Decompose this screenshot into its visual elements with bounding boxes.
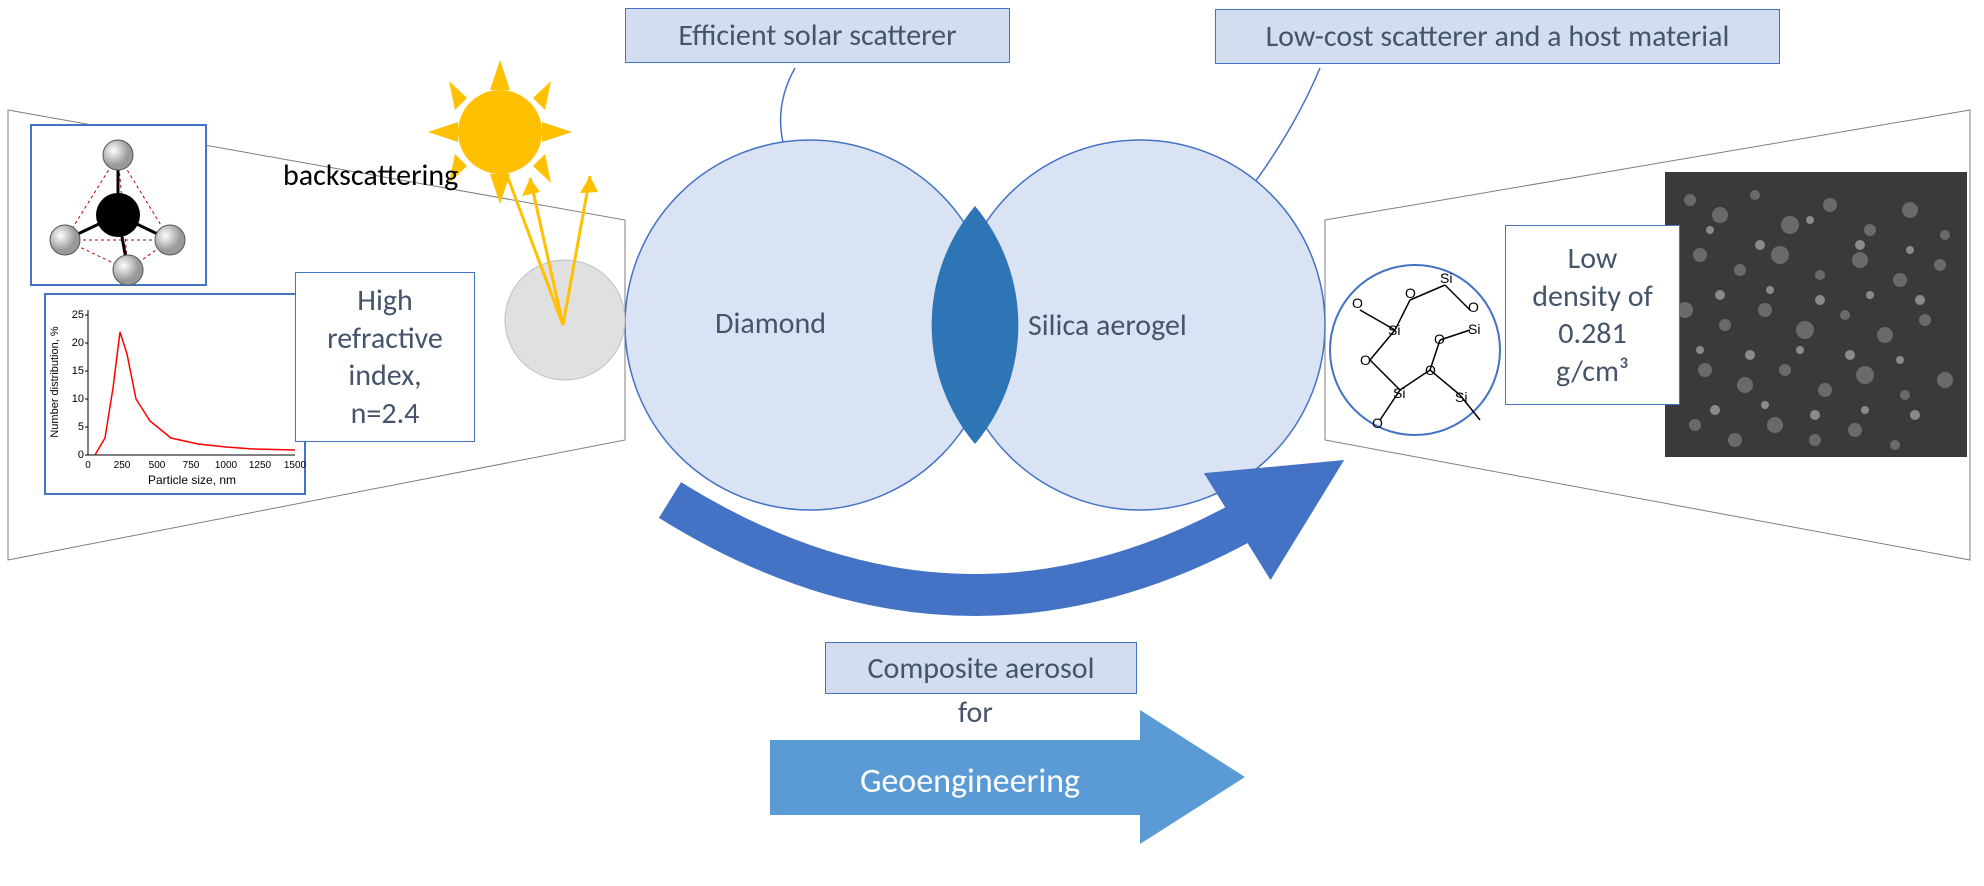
density-line3: 0.281 — [1510, 315, 1675, 353]
composite-aerosol-box: Composite aerosol — [825, 642, 1137, 694]
density-box: Low density of 0.281 g/cm³ — [1505, 225, 1680, 405]
svg-text:1500: 1500 — [284, 460, 307, 471]
backscatter-label: backscattering — [283, 157, 458, 194]
density-line4: g/cm³ — [1510, 353, 1675, 391]
svg-text:O: O — [1425, 362, 1436, 378]
diagram-svg: Geoengineering — [0, 0, 1984, 886]
svg-text:500: 500 — [149, 460, 166, 471]
aerogel-texture — [1665, 172, 1967, 457]
curved-arrow — [670, 500, 1280, 595]
svg-text:1250: 1250 — [249, 460, 272, 471]
svg-text:Number distribution, %: Number distribution, % — [49, 326, 61, 437]
svg-text:250: 250 — [114, 460, 131, 471]
svg-text:O: O — [1372, 415, 1383, 431]
venn-left-label: Diamond — [715, 305, 826, 342]
svg-text:Si: Si — [1468, 321, 1480, 337]
svg-text:15: 15 — [72, 365, 84, 377]
svg-text:0: 0 — [78, 449, 84, 461]
svg-text:0: 0 — [85, 460, 91, 471]
top-label-right: Low-cost scatterer and a host material — [1215, 9, 1780, 64]
top-label-left: Efficient solar scatterer — [625, 8, 1010, 63]
svg-text:Si: Si — [1455, 389, 1467, 405]
venn-right-label: Silica aerogel — [1028, 307, 1187, 344]
for-text: for — [958, 694, 993, 731]
svg-text:Si: Si — [1388, 322, 1400, 338]
svg-text:O: O — [1352, 295, 1363, 311]
top-label-right-text: Low-cost scatterer and a host material — [1266, 18, 1730, 55]
svg-text:O: O — [1468, 299, 1479, 315]
svg-text:Si: Si — [1440, 270, 1452, 286]
density-line2: density of — [1510, 278, 1675, 316]
ri-line1: High — [300, 282, 470, 320]
ri-line4: n=2.4 — [300, 395, 470, 433]
composite-aerosol-text: Composite aerosol — [868, 650, 1095, 687]
svg-text:O: O — [1405, 285, 1416, 301]
svg-text:O: O — [1360, 352, 1371, 368]
ri-line2: refractive — [300, 320, 470, 358]
top-label-left-text: Efficient solar scatterer — [678, 17, 956, 54]
svg-text:Particle size, nm: Particle size, nm — [148, 473, 236, 487]
svg-text:20: 20 — [72, 337, 84, 349]
svg-text:5: 5 — [78, 421, 84, 433]
svg-text:1000: 1000 — [215, 460, 238, 471]
svg-text:10: 10 — [72, 393, 84, 405]
refractive-index-box: High refractive index, n=2.4 — [295, 272, 475, 442]
svg-text:25: 25 — [72, 309, 84, 321]
geoengineering-label: Geoengineering — [860, 761, 1080, 802]
svg-text:750: 750 — [183, 460, 200, 471]
bottom-arrow: Geoengineering — [770, 710, 1245, 844]
ri-line3: index, — [300, 357, 470, 395]
svg-text:Si: Si — [1393, 385, 1405, 401]
density-line1: Low — [1510, 240, 1675, 278]
svg-text:O: O — [1434, 331, 1445, 347]
